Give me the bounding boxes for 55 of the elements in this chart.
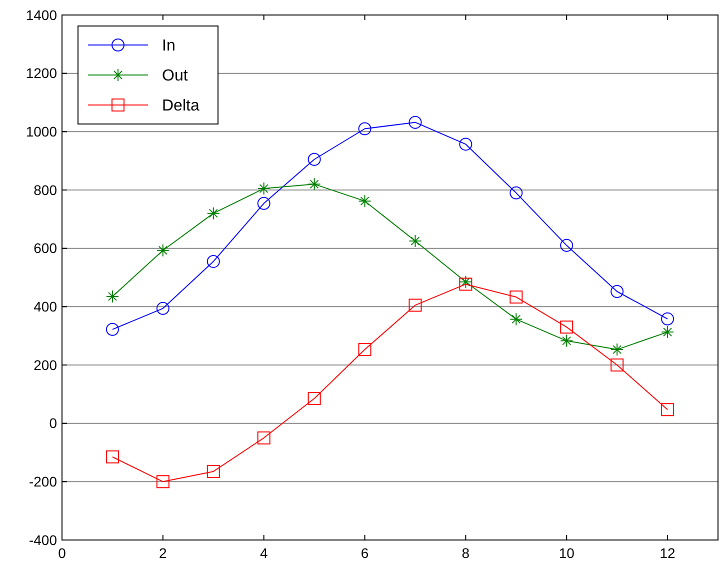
point xyxy=(257,196,270,210)
point xyxy=(408,298,422,312)
y-tick-label: 400 xyxy=(34,298,58,315)
point xyxy=(408,234,422,248)
point xyxy=(308,178,321,191)
point xyxy=(358,343,372,356)
legend-label: Out xyxy=(162,68,188,85)
point xyxy=(510,290,523,304)
point xyxy=(206,464,220,478)
point xyxy=(358,122,372,136)
x-tick-label: 10 xyxy=(558,545,575,561)
y-tick-label: 1400 xyxy=(26,6,58,23)
y-tick-label: -400 xyxy=(28,532,58,548)
point xyxy=(459,278,472,291)
point xyxy=(106,290,119,303)
legend-label: Delta xyxy=(162,98,200,115)
point xyxy=(560,238,574,252)
point xyxy=(560,320,574,334)
point xyxy=(106,450,119,464)
point xyxy=(206,206,220,220)
point xyxy=(156,244,170,257)
point xyxy=(610,285,624,298)
point xyxy=(257,182,270,196)
y-tick-label: -200 xyxy=(28,474,58,490)
point xyxy=(661,403,674,416)
point xyxy=(459,138,472,151)
point xyxy=(510,186,523,200)
point xyxy=(156,302,170,315)
point xyxy=(257,431,270,444)
point xyxy=(206,254,220,268)
y-tick-label: 600 xyxy=(34,240,58,256)
point xyxy=(308,392,321,406)
point xyxy=(308,152,321,166)
point xyxy=(358,194,372,208)
point xyxy=(156,475,170,488)
point xyxy=(661,326,674,339)
x-tick-label: 2 xyxy=(159,545,168,561)
point xyxy=(510,312,523,326)
y-tick-label: 1000 xyxy=(26,124,58,140)
x-tick-label: 4 xyxy=(260,545,268,561)
x-tick-label: 12 xyxy=(660,545,676,561)
point xyxy=(408,116,422,129)
point xyxy=(106,322,119,336)
point xyxy=(560,334,574,348)
y-tick-label: 200 xyxy=(34,356,58,373)
point xyxy=(661,312,674,326)
y-tick-label: 1200 xyxy=(26,65,58,82)
legend-label: In xyxy=(162,38,176,55)
x-tick-label: 6 xyxy=(360,545,369,561)
y-tick-label: 0 xyxy=(49,415,58,432)
point xyxy=(459,275,472,288)
point xyxy=(610,343,624,356)
x-tick-label: 8 xyxy=(462,545,470,561)
point xyxy=(610,358,624,372)
y-tick-label: 800 xyxy=(34,182,58,198)
